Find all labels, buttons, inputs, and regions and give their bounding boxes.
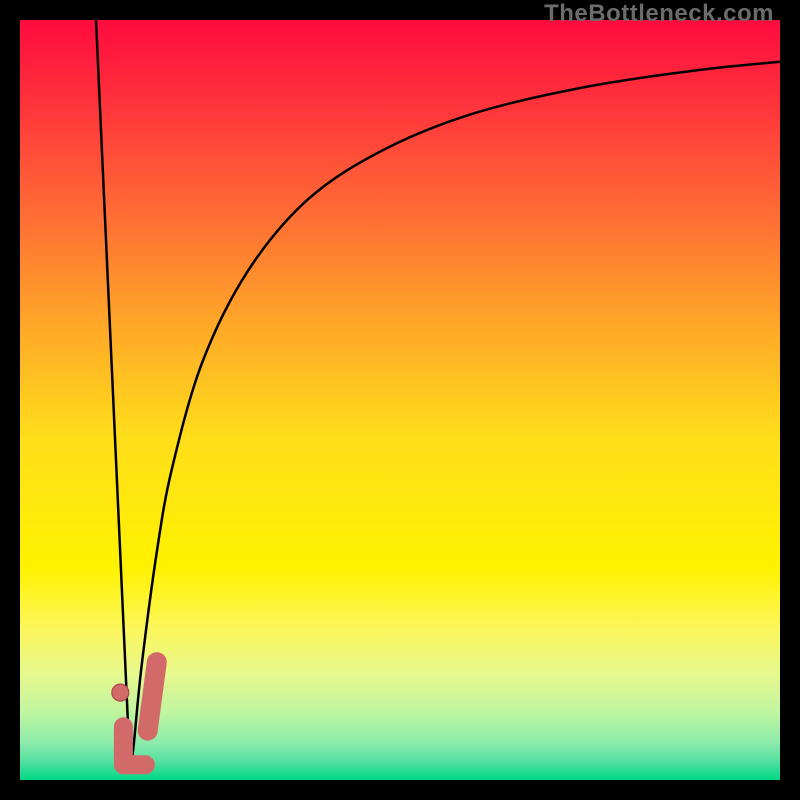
plot-area: [20, 20, 780, 780]
plot-svg: [20, 20, 780, 780]
marker-dot: [112, 684, 129, 701]
chart-frame: TheBottleneck.com: [0, 0, 800, 800]
watermark-text: TheBottleneck.com: [544, 0, 774, 28]
marker-capsule: [148, 662, 157, 730]
gradient-background: [20, 20, 780, 780]
